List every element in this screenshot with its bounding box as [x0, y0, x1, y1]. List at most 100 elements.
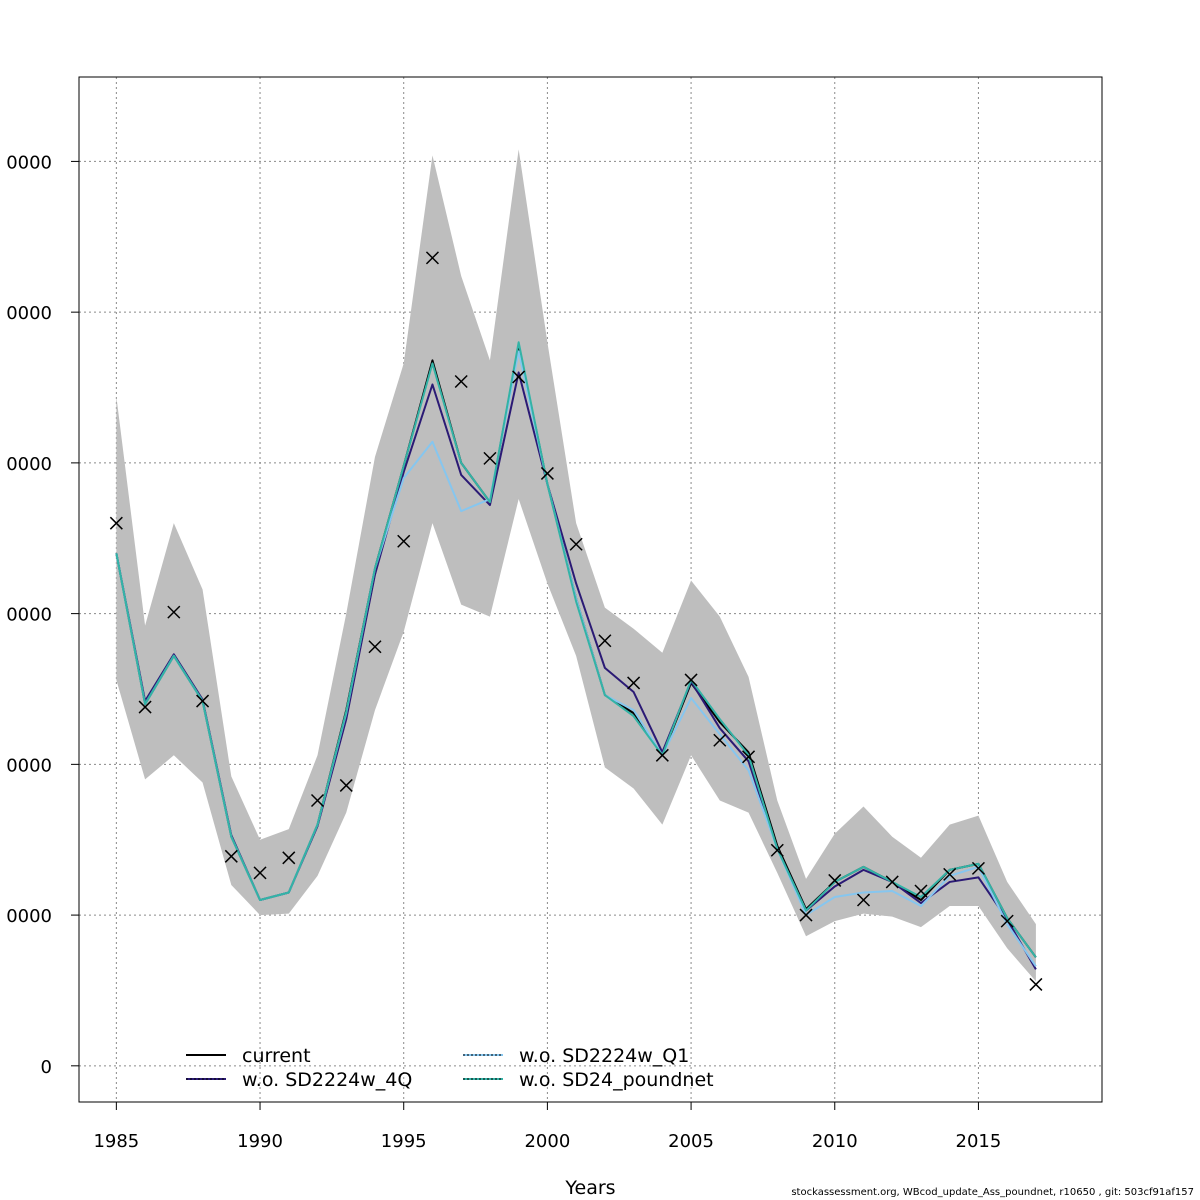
observation-point	[1029, 977, 1043, 991]
x-tick-label: 2000	[524, 1131, 570, 1152]
observation-point	[368, 640, 382, 654]
observation-stroke	[253, 866, 267, 880]
observation-point	[971, 861, 985, 875]
observation-stroke	[1000, 914, 1014, 928]
observation-point	[856, 893, 871, 907]
observation-point	[454, 374, 468, 389]
observation-stroke	[454, 374, 468, 389]
y-tick-label: 0000	[6, 755, 52, 776]
confidence-band	[116, 149, 1036, 982]
series-lines	[115, 341, 1037, 970]
observation-stroke	[828, 873, 842, 887]
grid	[79, 77, 1102, 1102]
observation-stroke	[627, 676, 641, 690]
observation-stroke	[224, 849, 238, 863]
observation-stroke	[339, 778, 353, 792]
observation-stroke	[138, 700, 152, 714]
observation-stroke	[569, 537, 583, 551]
legend-label: w.o. SD2224w_Q1	[519, 1045, 689, 1067]
legend-label: current	[242, 1045, 311, 1067]
observation-point	[109, 516, 123, 530]
observation-point	[310, 793, 325, 808]
observation-stroke	[196, 694, 210, 708]
observation-point	[742, 750, 756, 764]
observation-stroke	[167, 605, 181, 619]
plot-frame	[78, 76, 1103, 1103]
observation-point	[627, 676, 641, 690]
legend-label: w.o. SD2224w_4Q	[242, 1069, 412, 1091]
observation-point	[943, 867, 957, 881]
observation-stroke	[684, 673, 698, 687]
x-tick-label: 2015	[956, 1131, 1002, 1152]
observation-point	[540, 466, 554, 480]
observation-point	[167, 605, 181, 619]
legend-item: w.o. SD2224w_Q1	[463, 1045, 689, 1067]
observation-stroke	[914, 884, 928, 898]
observation-stroke	[885, 875, 899, 889]
legend-item: w.o. SD2224w_4Q	[186, 1069, 412, 1091]
observation-point	[339, 778, 353, 792]
observation-stroke	[799, 908, 813, 922]
x-tick-label: 2010	[812, 1131, 858, 1152]
x-tick-label: 1995	[381, 1131, 427, 1152]
y-tick-label: 0	[41, 1057, 52, 1078]
observation-stroke	[971, 861, 985, 875]
y-tick-label: 0000	[6, 454, 52, 475]
legend-item: w.o. SD24_poundnet	[463, 1069, 714, 1091]
observation-point	[425, 251, 439, 265]
observation-stroke	[512, 370, 526, 384]
observation-stroke	[943, 867, 957, 881]
observation-point	[799, 908, 813, 922]
observation-stroke	[282, 851, 296, 865]
y-tick-label: 0000	[6, 605, 52, 626]
observation-point	[885, 875, 899, 889]
x-tick-label: 2005	[668, 1131, 714, 1152]
observation-point	[224, 849, 238, 863]
legend-label: w.o. SD24_poundnet	[519, 1069, 714, 1091]
observation-point	[282, 851, 296, 865]
observation-point	[598, 634, 612, 648]
observation-stroke	[713, 733, 727, 747]
observation-stroke	[540, 466, 554, 480]
observation-point	[713, 733, 727, 747]
observation-stroke	[742, 750, 756, 764]
observation-point	[483, 451, 497, 465]
x-tick-label: 1985	[93, 1131, 139, 1152]
observation-stroke	[770, 843, 784, 857]
observation-stroke	[397, 534, 411, 548]
observation-point	[512, 370, 526, 384]
observation-point	[828, 873, 842, 887]
observation-stroke	[655, 748, 669, 762]
series-line-w-o-sd24-poundnet	[115, 341, 1037, 958]
observation-point	[569, 537, 583, 551]
observation-stroke	[109, 516, 123, 530]
observation-point	[770, 843, 784, 857]
x-tick-label: 1990	[237, 1131, 283, 1152]
observation-stroke	[310, 793, 325, 808]
observation-point	[253, 866, 267, 880]
y-tick-label: 0000	[6, 906, 52, 927]
observation-point	[138, 700, 152, 714]
y-tick-label: 0000	[6, 303, 52, 324]
footer-source-text: stockassessment.org, WBcod_update_Ass_po…	[791, 1187, 1194, 1198]
observation-stroke	[483, 451, 497, 465]
observation-stroke	[425, 251, 439, 265]
observation-stroke	[1029, 977, 1043, 991]
observation-stroke	[368, 640, 382, 654]
y-tick-label: 0000	[6, 152, 52, 173]
observation-point	[684, 673, 698, 687]
x-axis-title: Years	[564, 1177, 615, 1199]
observation-point	[397, 534, 411, 548]
observation-markers	[109, 251, 1043, 991]
observation-point	[1000, 914, 1014, 928]
x-axis: 1985 1990 1995 2000 2005 2010 2015	[93, 1102, 1001, 1152]
observation-stroke	[856, 893, 871, 907]
observation-point	[196, 694, 210, 708]
observation-point	[655, 748, 669, 762]
observation-stroke	[598, 634, 612, 648]
legend-item: current	[186, 1045, 311, 1067]
observation-point	[914, 884, 928, 898]
